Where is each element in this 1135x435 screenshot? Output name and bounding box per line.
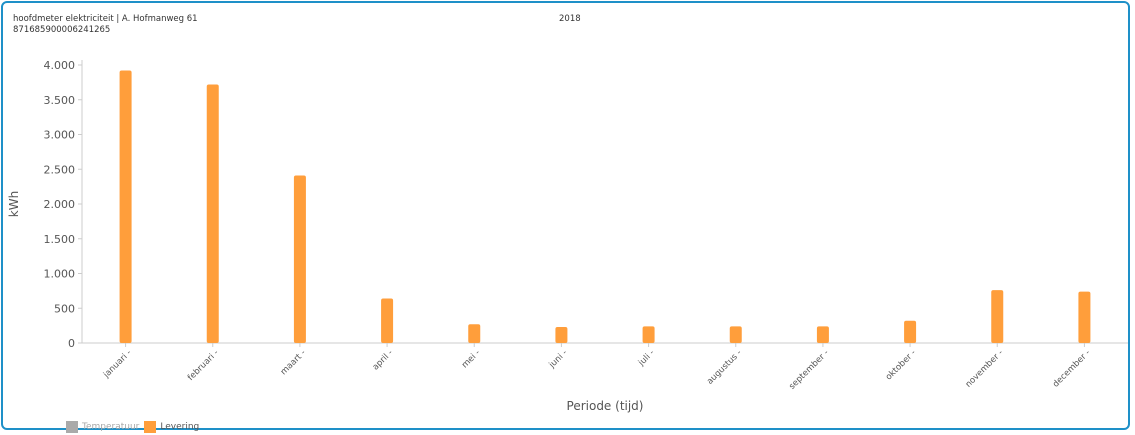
legend-label-temperatuur: Temperatuur bbox=[82, 422, 140, 432]
y-tick-label: 2.500 bbox=[44, 163, 76, 176]
x-tick-label: april - bbox=[371, 348, 395, 372]
x-tick-label: juli - bbox=[636, 348, 657, 369]
legend-swatch-levering bbox=[144, 421, 157, 433]
legend-item-levering[interactable]: Levering bbox=[144, 421, 199, 433]
x-tick-label: juni - bbox=[547, 348, 570, 371]
meter-header: hoofdmeter elektriciteit | A. Hofmanweg … bbox=[13, 14, 198, 36]
y-tick-label: 500 bbox=[54, 302, 75, 315]
meter-name: hoofdmeter elektriciteit | A. Hofmanweg … bbox=[13, 14, 198, 24]
x-tick-label: december - bbox=[1051, 348, 1093, 390]
bar-november bbox=[991, 290, 1004, 343]
bar-februari bbox=[206, 84, 219, 344]
bar-juli bbox=[642, 326, 655, 343]
x-tick-label: september - bbox=[787, 348, 831, 392]
chart-year: 2018 bbox=[559, 14, 581, 24]
bar-april bbox=[381, 298, 394, 343]
y-tick-label: 3.500 bbox=[44, 94, 76, 107]
y-axis-title: kWh bbox=[7, 191, 21, 217]
bar-mei bbox=[468, 324, 481, 343]
y-tick-label: 4.000 bbox=[44, 59, 76, 72]
x-tick-label: oktober - bbox=[884, 348, 918, 382]
y-tick-label: 1.000 bbox=[44, 268, 76, 281]
chart-legend: Temperatuur Levering bbox=[66, 421, 204, 433]
x-tick-label: november - bbox=[964, 348, 1006, 390]
y-tick-label: 0 bbox=[68, 337, 75, 350]
bar-september bbox=[816, 326, 829, 343]
x-tick-label: mei - bbox=[460, 348, 482, 370]
bar-oktober bbox=[904, 320, 917, 343]
bar-maart bbox=[293, 175, 306, 343]
legend-swatch-temperatuur bbox=[66, 421, 78, 433]
legend-label-levering: Levering bbox=[160, 422, 200, 432]
y-tick-label: 2.000 bbox=[44, 198, 76, 211]
y-tick-label: 3.000 bbox=[44, 129, 76, 142]
bar-juni bbox=[555, 327, 568, 343]
y-tick-label: 1.500 bbox=[44, 233, 76, 246]
x-tick-label: februari - bbox=[186, 348, 221, 383]
x-axis-title: Periode (tijd) bbox=[567, 399, 644, 413]
bar-december bbox=[1078, 291, 1091, 343]
x-tick-label: augustus - bbox=[705, 348, 744, 387]
legend-item-temperatuur[interactable]: Temperatuur bbox=[66, 421, 139, 433]
meter-id: 871685900006241265 bbox=[13, 25, 111, 35]
x-tick-label: januari - bbox=[101, 348, 134, 381]
x-tick-label: maart - bbox=[279, 348, 308, 377]
bar-januari bbox=[119, 70, 132, 343]
bar-augustus bbox=[729, 326, 742, 343]
